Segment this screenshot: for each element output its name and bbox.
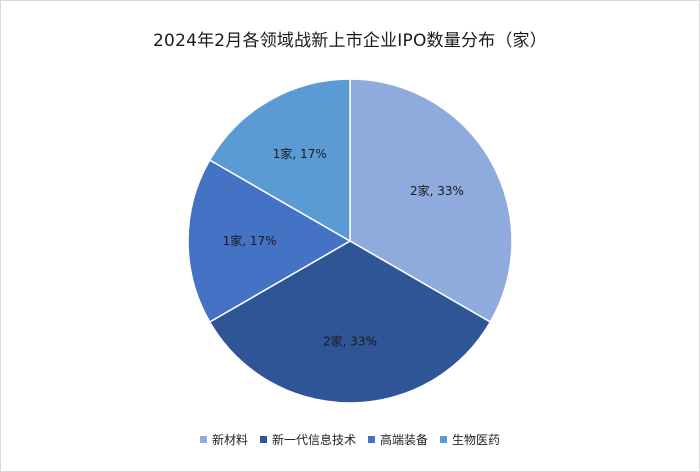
legend-swatch xyxy=(259,436,267,443)
legend-item-new-materials: 新材料 xyxy=(199,431,248,448)
legend: 新材料 新一代信息技术 高端装备 生物医药 xyxy=(0,431,700,448)
pie-slice-high-end-equipment xyxy=(187,158,352,324)
legend-swatch xyxy=(440,436,448,443)
legend-label: 生物医药 xyxy=(452,433,501,447)
pie-slice-new-materials xyxy=(349,78,513,324)
legend-swatch xyxy=(199,436,207,443)
pie-slice-biomedicine xyxy=(208,78,351,243)
legend-item-high-end-equipment: 高端装备 xyxy=(368,431,428,448)
legend-swatch xyxy=(368,436,375,443)
data-label-biomedicine: 1家, 17% xyxy=(273,146,327,161)
data-label-high-end-equipment: 1家, 17% xyxy=(223,233,277,248)
data-label-next-gen-it: 2家, 33% xyxy=(323,333,377,348)
legend-label: 高端装备 xyxy=(380,433,429,447)
chart-title: 2024年2月各领域战新上市企业IPO数量分布（家） xyxy=(153,31,547,51)
pie-slice-next-gen-it xyxy=(208,240,492,404)
data-label-new-materials: 2家, 33% xyxy=(410,183,464,198)
legend-label: 新材料 xyxy=(211,433,248,447)
legend-item-next-gen-it: 新一代信息技术 xyxy=(259,431,356,448)
legend-label: 新一代信息技术 xyxy=(271,433,356,447)
legend-item-biomedicine: 生物医药 xyxy=(440,431,500,448)
